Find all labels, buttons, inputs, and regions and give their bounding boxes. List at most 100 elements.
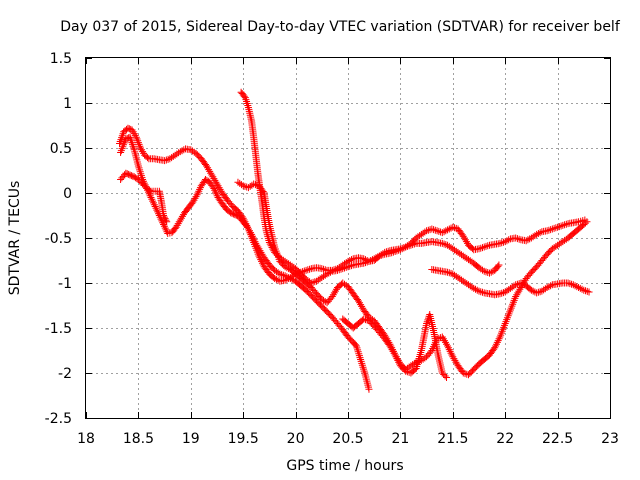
grid bbox=[86, 58, 610, 418]
data-point bbox=[533, 289, 541, 297]
data-point bbox=[444, 268, 452, 276]
data-point bbox=[442, 227, 450, 235]
data-point bbox=[160, 212, 168, 219]
data-point bbox=[547, 282, 555, 290]
data-point bbox=[475, 287, 483, 295]
data-point bbox=[173, 221, 181, 229]
data-point bbox=[386, 342, 394, 350]
data-point bbox=[372, 254, 380, 262]
data-point bbox=[368, 256, 376, 264]
data-point bbox=[237, 181, 245, 189]
data-point bbox=[212, 178, 220, 186]
data-point bbox=[550, 224, 558, 232]
data-point bbox=[300, 267, 308, 275]
data-point bbox=[431, 226, 439, 234]
data-point bbox=[320, 265, 328, 273]
data-point bbox=[130, 130, 138, 138]
data-point bbox=[257, 248, 265, 256]
data-point bbox=[247, 229, 255, 237]
data-point bbox=[451, 356, 459, 364]
data-point bbox=[561, 221, 569, 229]
series-track-7 bbox=[428, 266, 593, 299]
data-point bbox=[496, 290, 504, 298]
data-point bbox=[191, 194, 199, 202]
data-point bbox=[258, 257, 266, 265]
data-point bbox=[510, 282, 518, 290]
data-point bbox=[562, 220, 570, 228]
data-point bbox=[272, 275, 280, 283]
data-point bbox=[129, 142, 137, 150]
data-point bbox=[498, 239, 506, 247]
data-point bbox=[516, 285, 524, 293]
data-point bbox=[129, 128, 137, 136]
data-point bbox=[439, 335, 447, 343]
data-point bbox=[423, 227, 431, 235]
y-tick-label: -1 bbox=[58, 276, 72, 292]
data-point bbox=[283, 273, 291, 281]
data-point bbox=[360, 259, 368, 267]
x-tick-label: 20.5 bbox=[332, 431, 363, 447]
data-point bbox=[522, 237, 530, 245]
data-point bbox=[491, 344, 499, 352]
data-point bbox=[576, 284, 584, 292]
y-tick-label: 0 bbox=[63, 186, 72, 202]
data-point bbox=[331, 287, 339, 295]
data-point bbox=[524, 236, 532, 244]
data-point bbox=[438, 239, 446, 247]
data-point bbox=[190, 196, 198, 204]
data-point bbox=[484, 242, 492, 250]
data-point bbox=[161, 157, 169, 165]
data-point bbox=[405, 242, 413, 250]
data-point bbox=[131, 131, 139, 139]
data-point bbox=[136, 142, 144, 150]
data-point bbox=[512, 293, 520, 300]
data-point bbox=[552, 224, 560, 232]
x-tick-label: 21.5 bbox=[437, 431, 468, 447]
data-point bbox=[477, 244, 485, 252]
data-point bbox=[400, 244, 408, 252]
data-point bbox=[178, 212, 186, 220]
data-point bbox=[547, 226, 555, 234]
data-point bbox=[578, 285, 586, 293]
data-point bbox=[143, 154, 151, 162]
data-point bbox=[130, 144, 138, 152]
data-point bbox=[569, 281, 577, 289]
data-point bbox=[545, 226, 553, 234]
data-point bbox=[536, 229, 544, 237]
data-point bbox=[354, 297, 362, 305]
data-point bbox=[304, 266, 312, 274]
data-point bbox=[377, 251, 385, 259]
data-point bbox=[493, 338, 501, 346]
data-point bbox=[205, 166, 213, 174]
data-point bbox=[357, 301, 365, 309]
data-point bbox=[487, 268, 495, 276]
data-point bbox=[161, 215, 169, 223]
data-point bbox=[482, 242, 490, 250]
data-point bbox=[430, 226, 438, 234]
data-point bbox=[473, 286, 481, 294]
data-point bbox=[361, 259, 369, 267]
data-point bbox=[252, 239, 260, 247]
x-tick-label: 21 bbox=[391, 431, 409, 447]
data-point bbox=[279, 271, 287, 279]
data-point bbox=[274, 269, 282, 277]
y-tick-label: 1.5 bbox=[50, 51, 72, 67]
data-point bbox=[361, 316, 369, 324]
data-point bbox=[249, 234, 257, 242]
data-point bbox=[545, 283, 553, 291]
data-point bbox=[210, 175, 218, 183]
data-point bbox=[258, 259, 266, 267]
data-point bbox=[513, 291, 521, 299]
data-point bbox=[267, 242, 275, 250]
data-point bbox=[387, 344, 395, 352]
data-point bbox=[515, 235, 523, 243]
data-point bbox=[533, 230, 541, 238]
data-point bbox=[529, 287, 537, 295]
data-point bbox=[443, 374, 451, 381]
data-point bbox=[344, 263, 352, 271]
data-point bbox=[347, 256, 355, 264]
data-point bbox=[307, 279, 315, 287]
data-point bbox=[512, 281, 520, 289]
